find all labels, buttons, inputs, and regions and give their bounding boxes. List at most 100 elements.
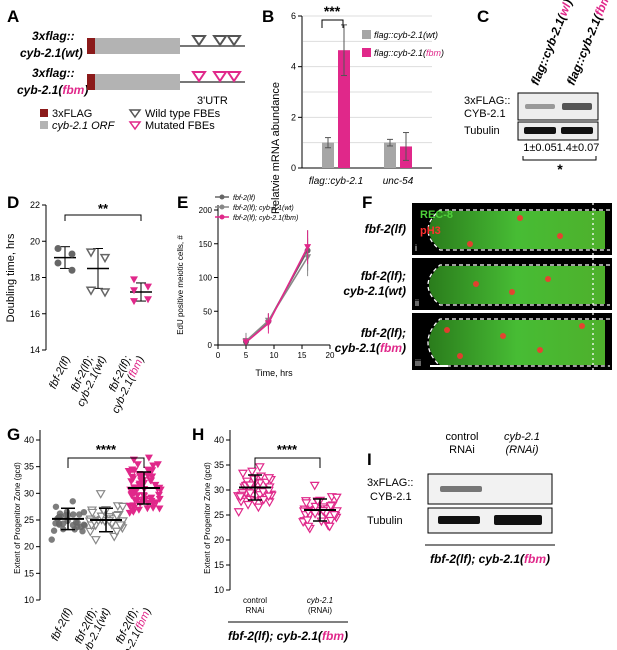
panel-f-row-label-1: fbf-2(lf) xyxy=(365,222,406,236)
panel-f-ph3-spot xyxy=(545,276,551,282)
panel-b-sig: *** xyxy=(324,3,341,19)
panel-e-xtick-label: 0 xyxy=(216,351,221,360)
panel-d-point xyxy=(54,259,62,267)
panel-h-point xyxy=(248,475,259,485)
panel-b-bars xyxy=(303,15,432,169)
panel-h-point xyxy=(264,498,275,508)
panel-i-lane-2b: (RNAi) xyxy=(506,444,539,456)
panel-f-image-3 xyxy=(412,313,612,370)
panel-g-point xyxy=(52,520,59,527)
utr-label: 3'UTR xyxy=(197,95,228,107)
panel-f-ph3-spot xyxy=(579,323,585,329)
panel-g-point xyxy=(124,467,133,475)
panel-c-quant-2: 1.4±0.07 xyxy=(557,142,600,154)
panel-d-xlabel-1: fbf-2(lf) xyxy=(47,354,73,391)
panel-g-point xyxy=(111,511,122,521)
panel-g-sig-bracket xyxy=(67,457,145,468)
panel-b-bar xyxy=(322,142,334,168)
panel-f-ph3-spot xyxy=(473,281,479,287)
panel-d-y-tick-label: 14 xyxy=(30,345,40,355)
panel-h-ylabel: Extent of Progenitor Zone (gcd) xyxy=(203,462,212,574)
panel-b-label: B xyxy=(262,7,274,26)
panel-d-point xyxy=(144,283,152,291)
panel-g-xlabel-1: fbf-2(lf) xyxy=(49,606,75,643)
panel-h-xlabel-1a: control xyxy=(243,596,267,605)
panel-a-label: A xyxy=(7,7,19,26)
flag-tag-box-wt xyxy=(87,38,95,54)
panel-c-label: C xyxy=(477,7,489,26)
panel-g-point xyxy=(151,481,160,489)
panel-g-y-tick-label: 35 xyxy=(24,462,34,472)
panel-e-xtick-label: 15 xyxy=(298,351,307,360)
panel-b-y-tick-label: 0 xyxy=(291,163,296,173)
panel-f-stain-rec8: REC-8 xyxy=(420,209,453,221)
panel-e-series-line xyxy=(245,246,309,343)
panel-f-stain-ph3: pH3 xyxy=(420,225,441,237)
panel-g-point xyxy=(48,536,55,543)
panel-b-legend-wt: flag::cyb-2.1(wt) xyxy=(374,30,438,40)
panel-h-point xyxy=(233,508,244,517)
panel-d-point xyxy=(54,245,62,252)
orf-box-fbm xyxy=(95,74,180,90)
panel-c-lane-2: flag::cyb-2.1(fbm) xyxy=(564,0,615,87)
panel-i-row1-line1: 3xFLAG:: xyxy=(367,477,413,489)
panel-g-point xyxy=(95,490,106,499)
flag-tag-box-fbm xyxy=(87,74,95,90)
panel-g-point xyxy=(133,461,142,469)
panel-g-point xyxy=(149,500,158,508)
panel-g-point xyxy=(52,503,60,510)
panel-f-ph3-spot xyxy=(444,327,450,333)
panel-i: I control RNAi cyb-2.1 (RNAi) 3xFLAG:: C… xyxy=(367,431,555,566)
legend-mut-fbe-text: Mutated FBEs xyxy=(145,120,215,132)
orf-box-wt xyxy=(95,38,180,54)
panel-g-point xyxy=(127,478,136,486)
panel-g-point xyxy=(79,527,86,535)
panel-d-point xyxy=(99,253,111,264)
panel-c-row1-line2: CYB-2.1 xyxy=(464,108,506,120)
panel-g-point xyxy=(117,502,128,512)
panel-g-point xyxy=(154,491,163,499)
panel-d-point xyxy=(68,266,76,274)
panel-e-legend-3: fbf-2(lf); cyb-2.1(fbm) xyxy=(233,215,298,222)
panel-h-point xyxy=(325,516,336,526)
panel-h-sig: **** xyxy=(277,442,298,457)
panel-f-image-1 xyxy=(412,203,612,255)
panel-d-point xyxy=(68,250,76,258)
panel-g-point xyxy=(153,461,162,469)
panel-g-y-tick-label: 10 xyxy=(24,595,34,605)
panel-b-legend-wt-swatch xyxy=(362,30,371,39)
panel-h-point xyxy=(258,488,269,497)
panel-e-ytick-label: 50 xyxy=(203,307,212,316)
panel-b-ylabel: Relatvie mRNA abundance xyxy=(270,82,282,214)
panel-b-yticks: 0 2 4 6 xyxy=(291,11,302,173)
panel-g-point xyxy=(155,505,164,513)
panel-g-point xyxy=(115,521,126,531)
panel-c-blot-tubulin xyxy=(517,121,599,141)
construct-fbm-line2: cyb-2.1(fbm) xyxy=(17,83,88,97)
panel-i-band-flag-control xyxy=(440,486,482,492)
panel-e-legend-marker xyxy=(219,194,225,200)
panel-h-point xyxy=(301,499,312,509)
panel-b-y-tick-label: 6 xyxy=(291,11,296,21)
panel-h-label: H xyxy=(192,425,204,444)
panel-h-point xyxy=(303,522,314,532)
panel-i-lane-1a: control xyxy=(445,431,478,443)
panel-g-point xyxy=(133,492,142,500)
panel-h-point xyxy=(325,502,336,511)
panel-c-quant-1: 1±0.05 xyxy=(523,142,557,154)
panel-b-sig-bracket xyxy=(321,19,344,28)
legend-flag-swatch xyxy=(40,109,48,117)
legend-orf-swatch xyxy=(40,121,48,129)
panel-f-image-2 xyxy=(412,258,612,310)
panel-c-band-flag-wt xyxy=(525,104,555,109)
panel-h-yticks: 10 15 20 25 30 35 40 xyxy=(214,435,230,595)
panel-g-point xyxy=(60,520,67,527)
panel-f-numeral-1: i xyxy=(415,243,417,253)
panel-d-point xyxy=(130,276,138,284)
legend-flag-text: 3xFLAG xyxy=(52,108,92,120)
panel-g-point xyxy=(143,466,152,474)
panel-g-y-tick-label: 15 xyxy=(24,568,34,578)
panel-g-point xyxy=(69,498,76,505)
panel-d-point xyxy=(85,248,97,258)
panel-c-band-tub-fbm xyxy=(561,127,593,134)
